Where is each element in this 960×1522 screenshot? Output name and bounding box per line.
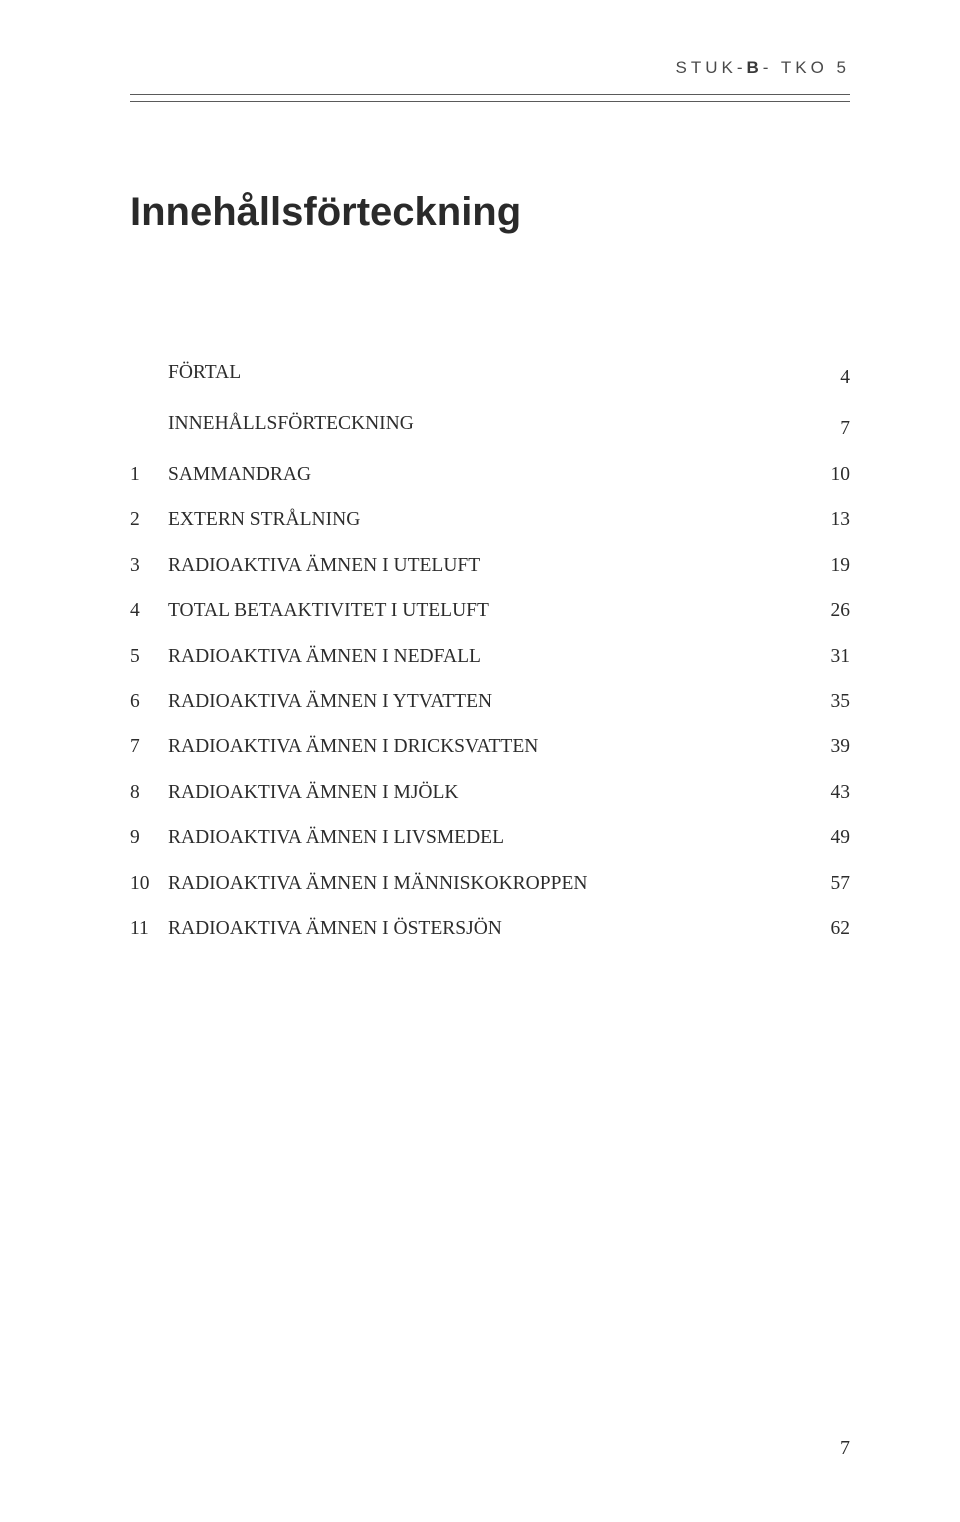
toc-entry-label: RADIOAKTIVA ÄMNEN I ÖSTERSJÖN — [168, 918, 502, 939]
running-head: STUK-B- TKO 5 — [676, 58, 850, 78]
toc-entry-label: INNEHÅLLSFÖRTECKNING — [168, 413, 414, 434]
toc-entry-label: FÖRTAL — [168, 362, 241, 383]
toc-entry-number: 8 — [130, 782, 154, 803]
toc-entry-number: 10 — [130, 873, 154, 894]
toc-entry-number: 7 — [130, 736, 154, 757]
toc-entry-page: 43 — [831, 782, 851, 803]
toc-entry-label: RADIOAKTIVA ÄMNEN I UTELUFT — [168, 555, 480, 576]
toc-entry-page: 10 — [831, 464, 851, 485]
toc-entry-label: TOTAL BETAAKTIVITET I UTELUFT — [168, 600, 489, 621]
toc-entry-label: RADIOAKTIVA ÄMNEN I YTVATTEN — [168, 691, 492, 712]
running-head-bold: B — [747, 58, 763, 77]
page-number: 7 — [840, 1437, 850, 1460]
toc-entry-page: 31 — [831, 646, 851, 667]
toc-entry: 6 RADIOAKTIVA ÄMNEN I YTVATTEN 35 — [130, 691, 850, 712]
toc-entry: 3 RADIOAKTIVA ÄMNEN I UTELUFT 19 — [130, 555, 850, 576]
toc-entry: 2 EXTERN STRÅLNING 13 — [130, 509, 850, 530]
toc-title: Innehållsförteckning — [130, 190, 521, 235]
toc-entry-number: 1 — [130, 464, 154, 485]
toc-entry-number: 3 — [130, 555, 154, 576]
toc-entry: 8 RADIOAKTIVA ÄMNEN I MJÖLK 43 — [130, 782, 850, 803]
toc-entry-number — [130, 413, 154, 434]
toc-entry: 11 RADIOAKTIVA ÄMNEN I ÖSTERSJÖN 62 — [130, 918, 850, 939]
toc-entry-number: 9 — [130, 827, 154, 848]
toc-entry-page: 49 — [831, 827, 851, 848]
toc-entry-page: 26 — [831, 600, 851, 621]
toc-entry-page: 57 — [831, 873, 851, 894]
toc-entry-page: 35 — [831, 691, 851, 712]
toc-entry-label: RADIOAKTIVA ÄMNEN I MÄNNISKOKROPPEN — [168, 873, 587, 894]
toc-entry: 4 TOTAL BETAAKTIVITET I UTELUFT 26 — [130, 600, 850, 621]
toc-entry-page: 4 — [840, 367, 850, 388]
toc-entry-number: 2 — [130, 509, 154, 530]
toc-entry-number: 5 — [130, 646, 154, 667]
toc-entry-label: EXTERN STRÅLNING — [168, 509, 360, 530]
toc-entry-number: 4 — [130, 600, 154, 621]
toc-entry: 7 RADIOAKTIVA ÄMNEN I DRICKSVATTEN 39 — [130, 736, 850, 757]
document-page: STUK-B- TKO 5 Innehållsförteckning FÖRTA… — [0, 0, 960, 1522]
toc-entry-number: 11 — [130, 918, 154, 939]
toc-entry-page: 62 — [831, 918, 851, 939]
toc-entry-number — [130, 362, 154, 383]
toc-entry-label: RADIOAKTIVA ÄMNEN I DRICKSVATTEN — [168, 736, 538, 757]
running-head-pre: STUK- — [676, 58, 747, 77]
toc-entry: 5 RADIOAKTIVA ÄMNEN I NEDFALL 31 — [130, 646, 850, 667]
toc-entry-number: 6 — [130, 691, 154, 712]
toc-entry-label: RADIOAKTIVA ÄMNEN I LIVSMEDEL — [168, 827, 504, 848]
toc-entry: 1 SAMMANDRAG 10 — [130, 464, 850, 485]
toc-entry: FÖRTAL 4 — [130, 362, 850, 389]
toc-entry: 9 RADIOAKTIVA ÄMNEN I LIVSMEDEL 49 — [130, 827, 850, 848]
toc-entry-label: RADIOAKTIVA ÄMNEN I MJÖLK — [168, 782, 459, 803]
toc-entry-label: SAMMANDRAG — [168, 464, 311, 485]
toc-entry-page: 7 — [840, 418, 850, 439]
toc-entry: 10 RADIOAKTIVA ÄMNEN I MÄNNISKOKROPPEN 5… — [130, 873, 850, 894]
toc-list: FÖRTAL 4 INNEHÅLLSFÖRTECKNING 7 1 SAMMAN… — [130, 362, 850, 964]
header-rule-bottom — [130, 101, 850, 102]
toc-entry-page: 19 — [831, 555, 851, 576]
toc-entry: INNEHÅLLSFÖRTECKNING 7 — [130, 413, 850, 440]
toc-entry-page: 13 — [831, 509, 851, 530]
running-head-post: - TKO 5 — [763, 58, 850, 77]
toc-entry-page: 39 — [831, 736, 851, 757]
toc-entry-label: RADIOAKTIVA ÄMNEN I NEDFALL — [168, 646, 481, 667]
header-rule-top — [130, 94, 850, 95]
